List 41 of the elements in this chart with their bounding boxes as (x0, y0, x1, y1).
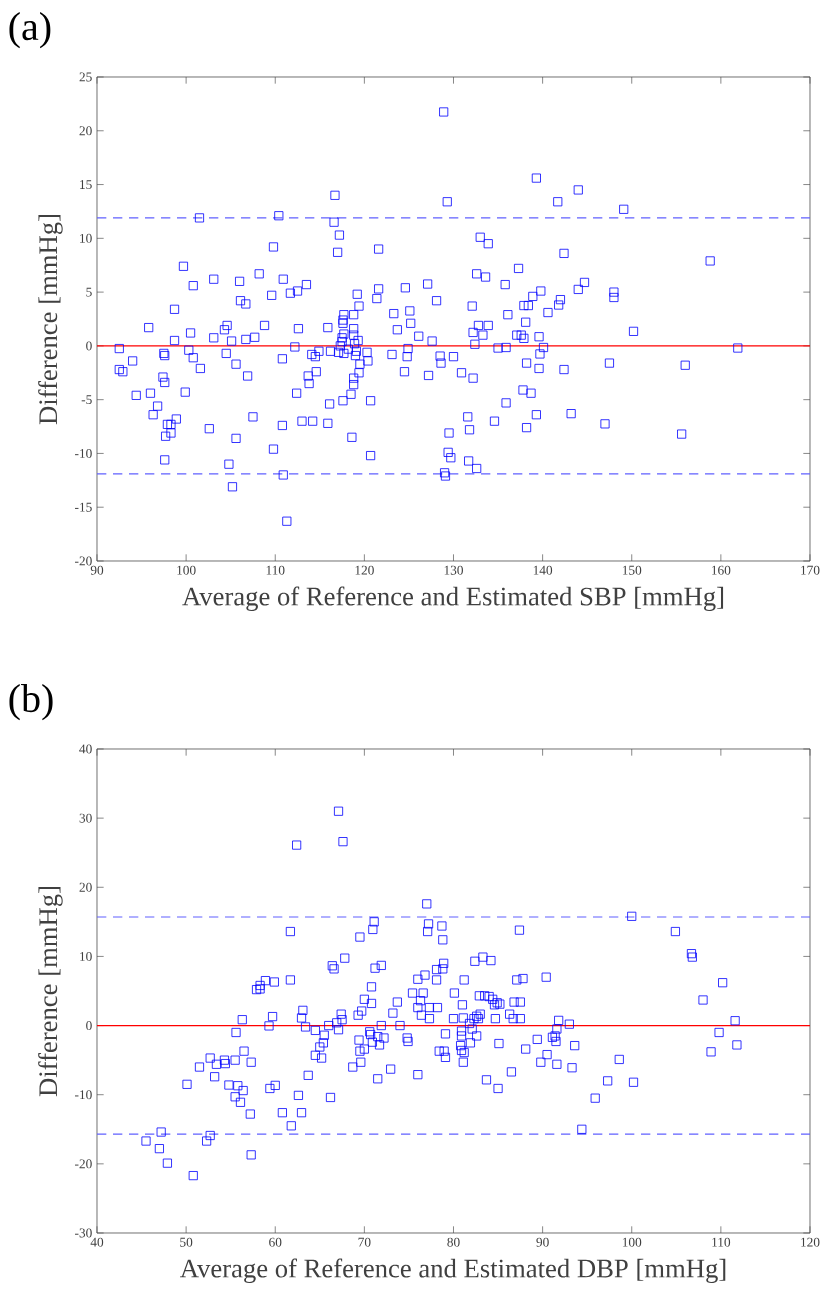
x-tick-label: 50 (180, 1237, 193, 1247)
x-tick-label: 150 (622, 565, 642, 575)
x-tick-label: 110 (712, 1237, 731, 1247)
x-tick-label: 170 (801, 565, 820, 575)
y-axis-title: Difference [mmHg] (38, 886, 63, 1097)
y-tick-label: 20 (79, 882, 92, 892)
y-axis-title: Difference [mmHg] (38, 214, 63, 425)
x-tick-label: 110 (266, 565, 285, 575)
y-tick-label: -30 (75, 1228, 92, 1238)
y-tick-label: -5 (81, 395, 92, 405)
y-tick-label: -20 (75, 1159, 92, 1169)
y-tick-label: 5 (86, 287, 92, 297)
x-tick-label: 100 (622, 1237, 642, 1247)
x-tick-label: 130 (444, 565, 463, 575)
x-axis-title: Average of Reference and Estimated DBP [mmHg] (180, 1258, 726, 1284)
x-tick-label: 90 (90, 565, 104, 575)
y-tick-label: -15 (75, 502, 92, 512)
x-tick-label: 160 (712, 565, 731, 575)
y-tick-label: 10 (80, 233, 92, 243)
chart-title: (b) (9, 684, 53, 721)
y-tick-label: 25 (79, 72, 92, 82)
y-tick-label: -20 (75, 556, 92, 566)
x-axis-title: Average of Reference and Estimated SBP [mmHg] (182, 586, 724, 612)
x-tick-label: 80 (447, 1237, 460, 1247)
y-tick-label: 40 (79, 744, 92, 754)
y-tick-label: -10 (75, 448, 92, 458)
y-tick-label: 0 (86, 1021, 92, 1031)
x-tick-label: 100 (177, 565, 196, 575)
y-tick-label: 10 (80, 951, 92, 961)
x-tick-label: 120 (355, 565, 374, 575)
y-tick-label: 15 (80, 180, 92, 190)
x-tick-label: 140 (533, 565, 553, 575)
x-tick-label: 120 (801, 1237, 820, 1247)
y-tick-label: -10 (75, 1090, 92, 1100)
y-tick-label: 0 (86, 341, 92, 351)
x-tick-label: 70 (358, 1237, 371, 1247)
x-tick-label: 60 (269, 1237, 282, 1247)
x-tick-label: 90 (536, 1237, 549, 1247)
y-tick-label: 30 (79, 813, 92, 823)
y-tick-label: 20 (79, 126, 92, 136)
chart-title: (a) (9, 12, 51, 49)
